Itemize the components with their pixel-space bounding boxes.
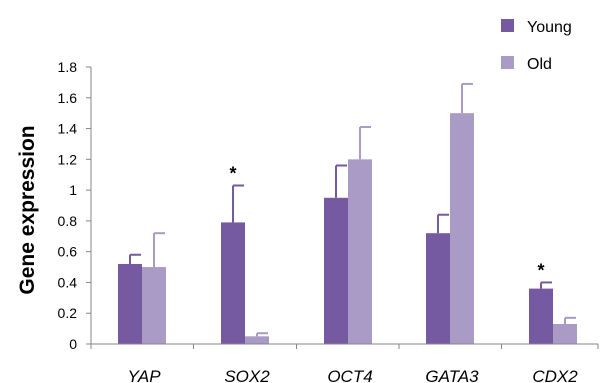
legend-swatch-old — [501, 56, 514, 69]
legend-swatch-young — [501, 19, 514, 32]
y-tick-label: 1.4 — [58, 121, 78, 137]
y-tick-label: 1 — [69, 182, 77, 198]
y-tick-label: 1.6 — [58, 90, 78, 106]
y-tick-label: 1.8 — [58, 59, 78, 75]
bar-old-cdx2 — [553, 323, 577, 344]
y-tick-label: 0.2 — [58, 305, 78, 321]
bar-old-oct4 — [348, 159, 372, 344]
bar-young-cdx2 — [529, 288, 553, 344]
x-tick-label: SOX2 — [224, 367, 270, 383]
y-tick-label: 0 — [69, 336, 77, 352]
legend-label-old: Old — [527, 56, 552, 73]
bar-young-oct4 — [324, 197, 348, 344]
bars-layer — [118, 82, 577, 345]
significance-marker: * — [229, 163, 236, 183]
y-axis-title: Gene expression — [16, 125, 39, 294]
bar-old-sox2 — [245, 336, 269, 344]
x-tick-label: GATA3 — [425, 367, 479, 383]
text-layer: 0 0.2 0.4 0.6 0.8 1 1.2 1.4 1.6 1.8 YAP SOX2 OCT4 GAT… — [58, 59, 579, 383]
bar-old-gata3 — [450, 113, 474, 345]
significance-marker: * — [537, 260, 544, 280]
bar-young-gata3 — [426, 233, 450, 344]
x-tick-label: OCT4 — [327, 367, 372, 383]
y-tick-label: 0.8 — [58, 213, 78, 229]
x-tick-label: CDX2 — [532, 367, 578, 383]
bar-old-yap — [142, 267, 166, 344]
legend: Young Old — [501, 19, 572, 73]
bar-young-sox2 — [221, 222, 245, 344]
axes-layer — [86, 66, 599, 349]
bar-young-yap — [118, 263, 142, 344]
y-tick-label: 0.4 — [58, 274, 78, 290]
y-tick-label: 1.2 — [58, 151, 78, 167]
legend-label-young: Young — [527, 19, 572, 36]
y-tick-label: 0.6 — [58, 244, 78, 260]
x-tick-label: YAP — [127, 367, 161, 383]
